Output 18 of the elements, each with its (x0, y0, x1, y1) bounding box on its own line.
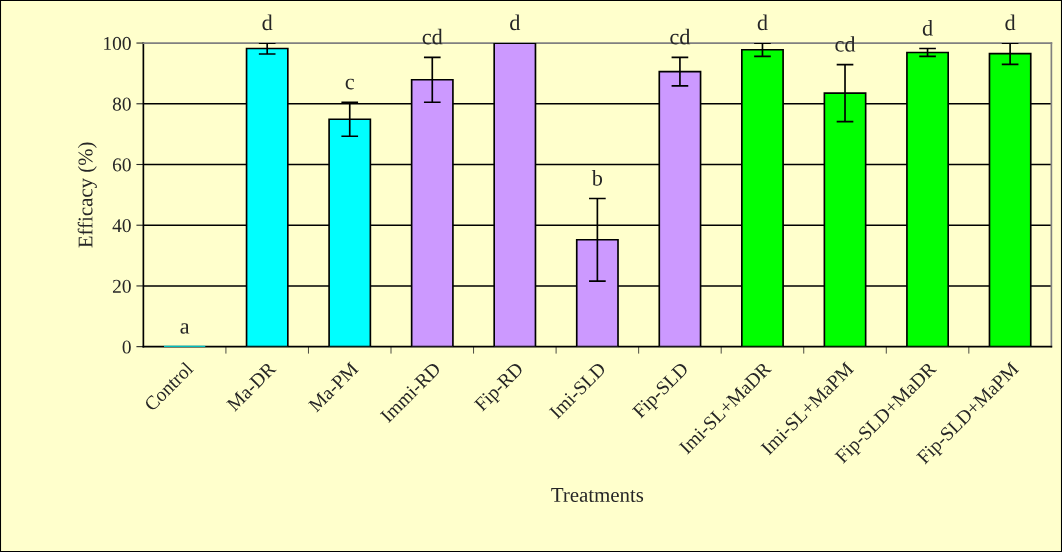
annotation: d (757, 14, 768, 31)
x-axis-title: Treatments (551, 488, 644, 502)
annotation: cd (670, 28, 691, 45)
y-axis-title: Efficacy (%) (77, 142, 97, 248)
annotation: a (180, 323, 190, 334)
annotation: d (1005, 14, 1016, 31)
annotation: d (262, 14, 273, 31)
y-tick-label: 60 (112, 158, 131, 172)
annotation: cd (422, 28, 443, 45)
y-tick-label: 100 (104, 36, 131, 50)
annotation: d (510, 14, 521, 31)
annotation: c (345, 78, 354, 90)
annotation: b (591, 170, 603, 186)
annotation: d (922, 20, 933, 36)
y-tick-label: 80 (112, 97, 131, 111)
y-tick-label: 20 (112, 279, 131, 293)
y-tick-label: 40 (112, 219, 131, 233)
y-tick-label: 0 (122, 340, 131, 354)
